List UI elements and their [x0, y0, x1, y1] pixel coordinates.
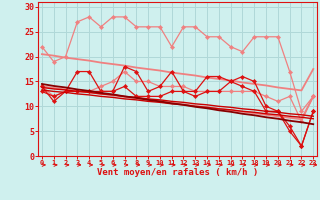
X-axis label: Vent moyen/en rafales ( km/h ): Vent moyen/en rafales ( km/h )	[97, 168, 258, 177]
